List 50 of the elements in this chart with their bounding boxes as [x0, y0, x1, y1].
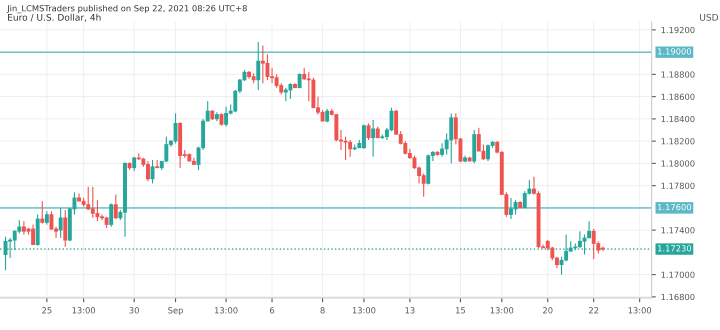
y-tick-label: 1.16800: [662, 294, 695, 300]
candlestick: [58, 207, 63, 238]
x-tick-label: Sep: [168, 307, 183, 316]
x-tick-label: 13:00: [72, 307, 96, 314]
candlestick: [371, 119, 376, 158]
x-tick-label: 30: [130, 307, 139, 314]
candlestick: [440, 142, 444, 158]
chart-title: Euro / U.S. Dollar, 4h: [8, 14, 101, 22]
x-tick-label: 6: [270, 307, 274, 314]
candlestick: [150, 159, 155, 184]
y-tick-label: 1.17400: [662, 227, 695, 234]
ref-line-label: 1.19000: [658, 48, 692, 55]
candlestick: [256, 42, 260, 91]
x-tick-label: 13:00: [352, 307, 376, 314]
y-tick-label: 1.18600: [662, 94, 695, 100]
x-tick-label: 22: [589, 307, 598, 314]
ref-line-label: 1.17600: [658, 204, 692, 210]
candlestick: [40, 200, 44, 224]
candlestick: [376, 126, 380, 138]
y-tick-label: 1.18200: [662, 138, 695, 144]
y-tick-label: 1.19200: [662, 26, 695, 34]
candlestick: [366, 122, 370, 141]
y-tick-label: 1.17000: [662, 272, 695, 278]
y-axis-title: USD: [700, 14, 718, 21]
x-tick-label: 13:00: [490, 307, 514, 314]
x-tick-label: 13: [406, 307, 415, 314]
text: Jin_LCMSTraders published on Sep 22, 2021 08:26 UTC+8: [6, 4, 247, 14]
candlestick: [109, 202, 114, 228]
candlestick: [114, 194, 118, 220]
candlestick: [224, 106, 228, 128]
y-tick-label: 1.18800: [662, 71, 695, 78]
y-tick-label: 1.17800: [662, 182, 695, 189]
x-tick-label: 25: [42, 307, 52, 314]
candlestick: [298, 72, 302, 88]
x-tick-label: 20: [543, 307, 552, 314]
x-tick-label: 8: [320, 307, 325, 314]
candlestick: [210, 109, 214, 121]
x-tick-label: 13:00: [214, 307, 238, 314]
candlestick: [220, 112, 224, 126]
candlestick: [362, 124, 366, 150]
candlestick: [44, 210, 49, 226]
y-tick-label: 1.18400: [662, 116, 695, 122]
candlestick: [132, 156, 136, 172]
y-tick-label: 1.18000: [662, 160, 695, 167]
x-tick-label: 15: [456, 307, 466, 314]
x-tick-label: 13:00: [628, 307, 652, 314]
candlestick: [63, 210, 68, 248]
candlestick: [325, 108, 330, 123]
candlestick: [288, 82, 292, 100]
ref-line-label: 1.17230: [658, 245, 692, 252]
